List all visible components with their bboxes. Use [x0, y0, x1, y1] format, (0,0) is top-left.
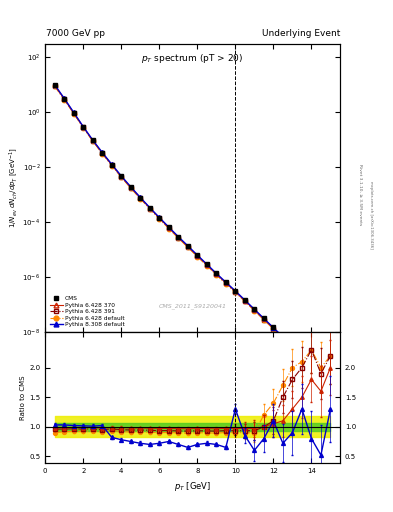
- Text: CMS_2011_S9120041: CMS_2011_S9120041: [158, 304, 227, 309]
- Text: mcplots.cern.ch [arXiv:1306.3436]: mcplots.cern.ch [arXiv:1306.3436]: [369, 181, 373, 249]
- Text: 7000 GeV pp: 7000 GeV pp: [46, 29, 105, 38]
- Text: $p_T$ spectrum (pT > 20): $p_T$ spectrum (pT > 20): [141, 52, 244, 65]
- Text: Rivet 3.1.10, ≥ 3.5M events: Rivet 3.1.10, ≥ 3.5M events: [358, 164, 362, 225]
- Y-axis label: Ratio to CMS: Ratio to CMS: [20, 375, 26, 420]
- X-axis label: $p_T$ [GeV]: $p_T$ [GeV]: [174, 480, 211, 493]
- Y-axis label: $1/N_{ev}\;dN_{ch}/dp_T\;[\mathrm{GeV}^{-1}]$: $1/N_{ev}\;dN_{ch}/dp_T\;[\mathrm{GeV}^{…: [7, 147, 20, 228]
- Text: Underlying Event: Underlying Event: [262, 29, 340, 38]
- Legend: CMS, Pythia 6.428 370, Pythia 6.428 391, Pythia 6.428 default, Pythia 8.308 defa: CMS, Pythia 6.428 370, Pythia 6.428 391,…: [48, 294, 127, 329]
